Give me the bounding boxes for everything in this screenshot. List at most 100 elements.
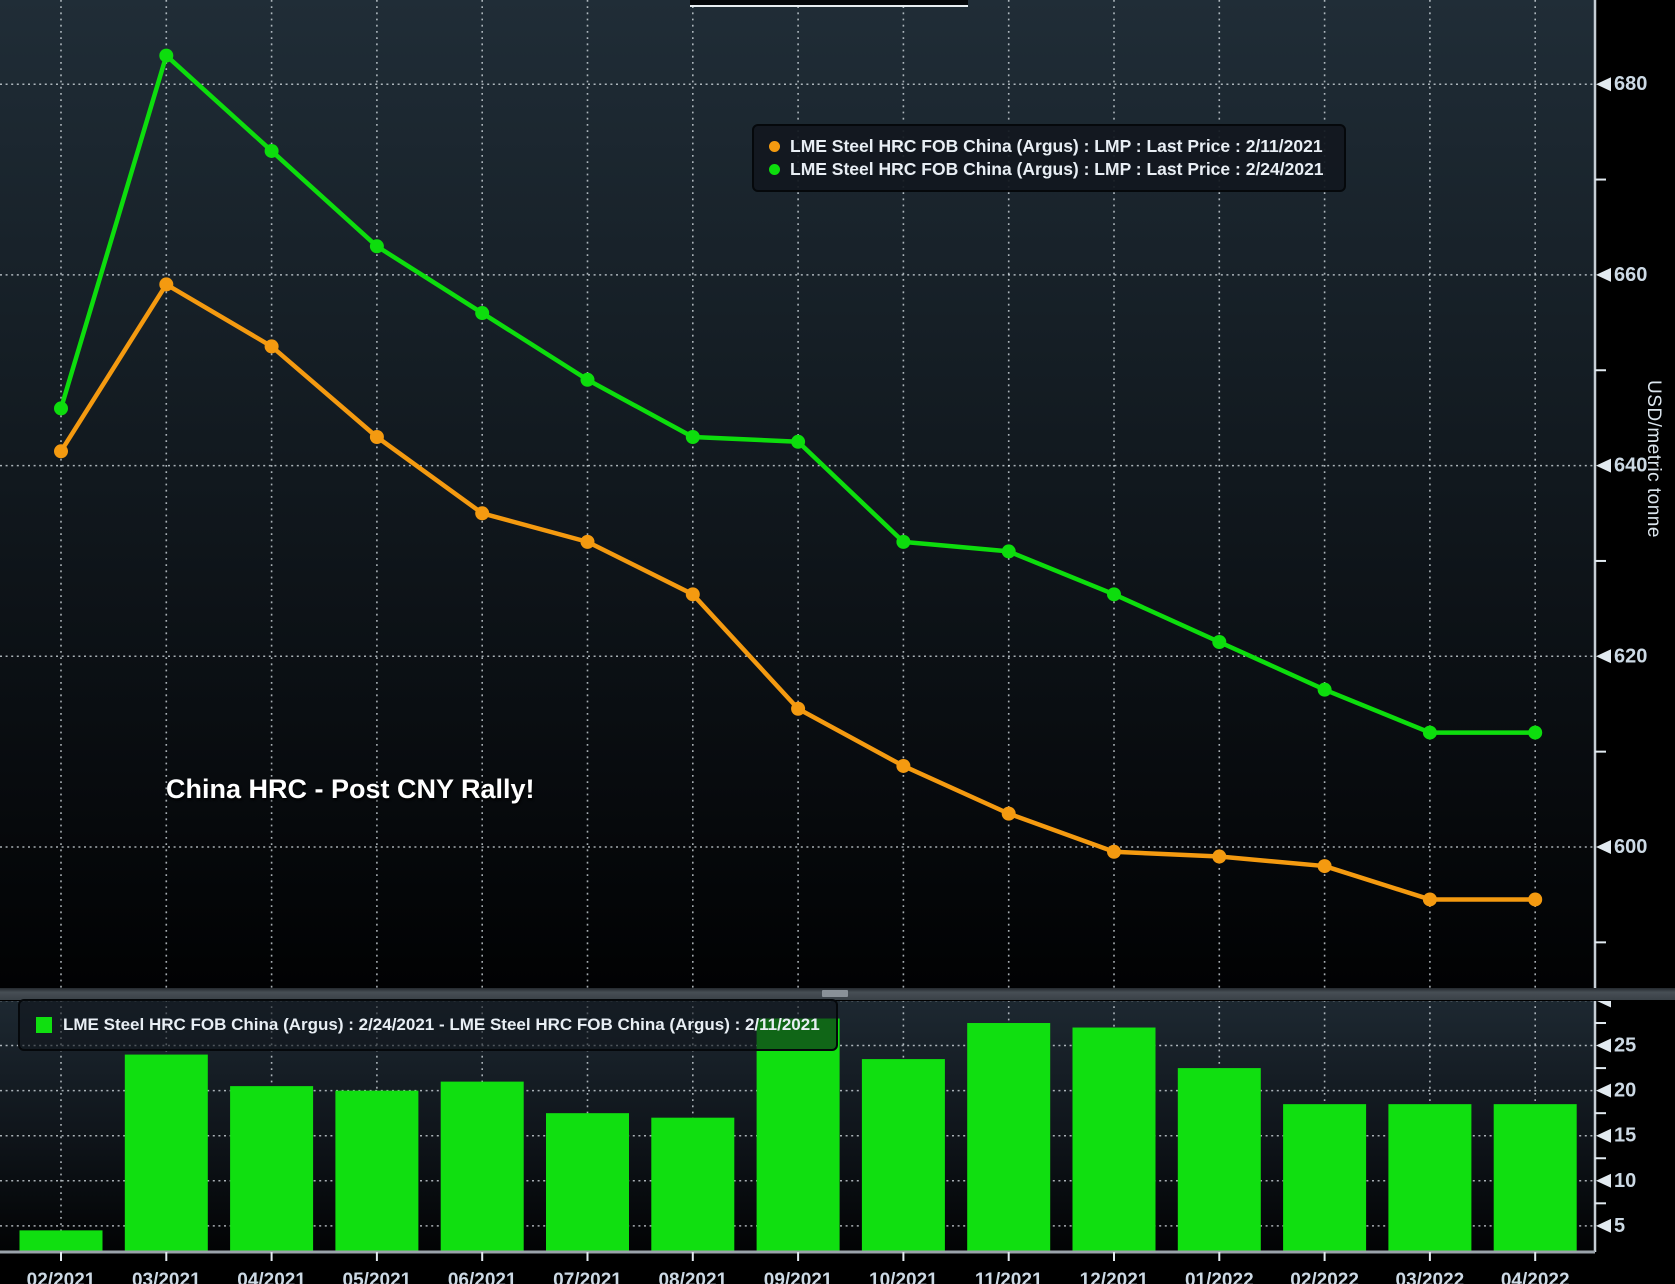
data-point-1-03/2022 bbox=[1422, 892, 1437, 907]
x-tick-label-01/2022: 01/2022 bbox=[1185, 1270, 1254, 1284]
data-point-1-12/2021 bbox=[1107, 844, 1121, 859]
diff-bar-04/2021 bbox=[230, 1086, 314, 1252]
legend-row[interactable]: LME Steel HRC FOB China (Argus) : LMP : … bbox=[769, 158, 1324, 181]
diff-bar-08/2021 bbox=[651, 1117, 735, 1252]
diff-bar-10/2021 bbox=[861, 1059, 945, 1252]
y-tick-top-660-arrow-icon bbox=[1596, 267, 1611, 282]
x-tick-label-05/2021: 05/2021 bbox=[343, 1270, 412, 1284]
x-tick-label-09/2021: 09/2021 bbox=[764, 1270, 833, 1284]
x-tick-label-02/2022: 02/2022 bbox=[1290, 1270, 1359, 1284]
data-point-2-03/2021 bbox=[159, 48, 174, 63]
legend-label-series-2: LME Steel HRC FOB China (Argus) : LMP : … bbox=[790, 159, 1324, 179]
data-point-1-07/2021 bbox=[580, 534, 595, 549]
data-point-1-10/2021 bbox=[896, 758, 911, 773]
data-point-1-03/2021 bbox=[159, 277, 174, 292]
data-point-2-09/2021 bbox=[791, 434, 806, 449]
data-point-2-10/2021 bbox=[896, 534, 911, 549]
y-tick-bottom-5-arrow-icon bbox=[1596, 1218, 1611, 1233]
panel-divider[interactable] bbox=[0, 988, 1675, 1001]
price-line-series-1 bbox=[54, 277, 1543, 907]
series-green-marker-icon bbox=[769, 164, 780, 175]
data-point-1-04/2021 bbox=[264, 339, 279, 354]
data-point-1-02/2022 bbox=[1317, 859, 1332, 874]
data-point-2-03/2022 bbox=[1422, 725, 1437, 740]
legend-row[interactable]: LME Steel HRC FOB China (Argus) : LMP : … bbox=[769, 135, 1324, 158]
y-tick-top-640-arrow-icon bbox=[1596, 458, 1611, 473]
main-chart-legend[interactable]: LME Steel HRC FOB China (Argus) : LMP : … bbox=[752, 124, 1346, 192]
data-point-2-01/2022 bbox=[1212, 634, 1227, 649]
diff-bar-02/2021 bbox=[19, 1230, 103, 1252]
x-tick-label-03/2021: 03/2021 bbox=[132, 1270, 201, 1284]
diff-bar-01/2022 bbox=[1177, 1068, 1261, 1252]
diff-bars bbox=[19, 1018, 1577, 1252]
data-point-2-08/2021 bbox=[685, 429, 700, 444]
legend-label-series-1: LME Steel HRC FOB China (Argus) : LMP : … bbox=[790, 136, 1323, 156]
data-point-2-11/2021 bbox=[1001, 544, 1016, 559]
diff-bar-12/2021 bbox=[1072, 1027, 1156, 1252]
diff-bar-03/2021 bbox=[124, 1054, 208, 1252]
data-point-2-05/2021 bbox=[369, 239, 384, 254]
diff-bar-07/2021 bbox=[546, 1113, 629, 1252]
y-tick-label-bottom-25: 25 bbox=[1614, 1035, 1636, 1057]
data-point-2-12/2021 bbox=[1107, 587, 1121, 602]
diff-chart-legend[interactable]: LME Steel HRC FOB China (Argus) : 2/24/2… bbox=[18, 999, 838, 1051]
x-tick-label-10/2021: 10/2021 bbox=[869, 1270, 938, 1284]
x-tick-label-11/2021: 11/2021 bbox=[975, 1270, 1043, 1284]
diff-bar-05/2021 bbox=[335, 1090, 419, 1252]
y-tick-bottom-15-arrow-icon bbox=[1596, 1128, 1611, 1143]
data-point-1-05/2021 bbox=[369, 429, 384, 444]
diff-bar-04/2022 bbox=[1493, 1104, 1577, 1252]
x-tick-label-06/2021: 06/2021 bbox=[448, 1270, 517, 1284]
data-point-1-09/2021 bbox=[791, 701, 806, 716]
data-point-1-06/2021 bbox=[475, 506, 490, 521]
y-tick-label-top-620: 620 bbox=[1614, 645, 1647, 667]
y-tick-label-bottom-5: 5 bbox=[1614, 1215, 1625, 1237]
y-tick-top-620-arrow-icon bbox=[1596, 649, 1611, 664]
data-point-1-11/2021 bbox=[1001, 806, 1016, 821]
y-tick-label-bottom-10: 10 bbox=[1614, 1170, 1636, 1192]
data-point-1-08/2021 bbox=[685, 587, 700, 602]
data-point-2-02/2021 bbox=[54, 401, 68, 416]
data-point-1-02/2021 bbox=[54, 444, 68, 459]
x-tick-label-02/2021: 02/2021 bbox=[27, 1270, 96, 1284]
series-orange-marker-icon bbox=[769, 141, 780, 152]
y-tick-top-680-arrow-icon bbox=[1596, 77, 1611, 92]
data-point-2-06/2021 bbox=[475, 306, 490, 321]
x-tick-label-12/2021: 12/2021 bbox=[1080, 1270, 1149, 1284]
y-tick-label-bottom-15: 15 bbox=[1614, 1125, 1636, 1147]
x-tick-label-03/2022: 03/2022 bbox=[1396, 1270, 1465, 1284]
diff-bar-06/2021 bbox=[440, 1081, 524, 1252]
y-tick-bottom-25-arrow-icon bbox=[1596, 1038, 1611, 1053]
data-point-2-02/2022 bbox=[1317, 682, 1332, 697]
y-tick-label-top-640: 640 bbox=[1614, 455, 1647, 477]
diff-bar-09/2021 bbox=[756, 1018, 840, 1252]
y-tick-label-top-600: 600 bbox=[1614, 836, 1647, 858]
y-tick-top-600-arrow-icon bbox=[1596, 840, 1611, 854]
divider-scrollbar-thumb[interactable] bbox=[822, 990, 848, 997]
diff-legend-label: LME Steel HRC FOB China (Argus) : 2/24/2… bbox=[63, 1015, 820, 1034]
data-point-2-07/2021 bbox=[580, 372, 595, 387]
x-tick-label-04/2022: 04/2022 bbox=[1501, 1270, 1570, 1284]
price-line-series-2 bbox=[54, 48, 1543, 740]
data-point-2-04/2022 bbox=[1528, 725, 1543, 740]
x-tick-label-07/2021: 07/2021 bbox=[553, 1270, 622, 1284]
diff-bar-11/2021 bbox=[967, 1023, 1051, 1252]
x-tick-label-04/2021: 04/2021 bbox=[237, 1270, 306, 1284]
y-tick-label-top-680: 680 bbox=[1614, 73, 1647, 95]
data-point-1-01/2022 bbox=[1212, 849, 1227, 864]
y-tick-bottom-10-arrow-icon bbox=[1596, 1173, 1611, 1188]
diff-bar-02/2022 bbox=[1283, 1104, 1367, 1252]
data-point-1-04/2022 bbox=[1528, 892, 1543, 907]
data-point-2-04/2021 bbox=[264, 143, 279, 158]
y-tick-bottom-20-arrow-icon bbox=[1596, 1083, 1611, 1098]
diff-bar-03/2022 bbox=[1388, 1104, 1472, 1252]
chart-annotation: China HRC - Post CNY Rally! bbox=[166, 774, 535, 804]
y-tick-label-bottom-20: 20 bbox=[1614, 1080, 1636, 1102]
cropped-panel-edge bbox=[690, 0, 968, 7]
diff-series-swatch-icon bbox=[36, 1017, 52, 1033]
x-tick-label-08/2021: 08/2021 bbox=[658, 1270, 727, 1284]
y-axis-title: USD/metric tonne bbox=[1643, 380, 1664, 538]
